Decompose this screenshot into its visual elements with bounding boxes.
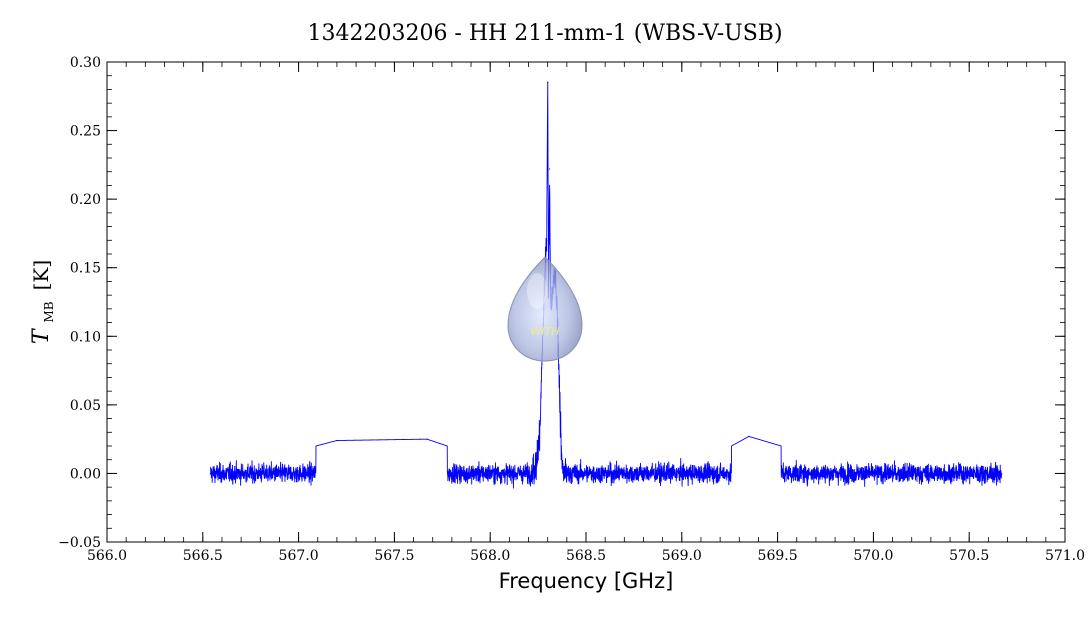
y-tick-label: 0.20 bbox=[70, 192, 101, 208]
data-point bbox=[336, 440, 337, 441]
data-point bbox=[528, 473, 529, 474]
data-point bbox=[546, 240, 547, 241]
y-tick-label: 0.05 bbox=[70, 398, 101, 414]
data-point bbox=[426, 439, 427, 440]
x-tick-label: 567.0 bbox=[279, 548, 319, 564]
data-point bbox=[539, 425, 540, 426]
x-tick-label: 570.5 bbox=[949, 548, 989, 564]
svg-text:T MB [K]: T MB [K] bbox=[29, 260, 59, 344]
data-point bbox=[873, 473, 874, 474]
x-axis: 566.0 566.5 567.0 567.5 568.0 568.5 569.0 569.5… bbox=[87, 62, 1085, 564]
x-tick-label: 568.5 bbox=[566, 548, 606, 564]
y-tick-label: 0.30 bbox=[70, 55, 101, 71]
chart-title: 1342203206 - HH 211-mm-1 (WBS-V-USB) bbox=[307, 21, 782, 46]
y-axis-unit: [K] bbox=[29, 260, 53, 291]
x-axis-label: Frequency [GHz] bbox=[499, 569, 674, 593]
x-tick-label: 566.5 bbox=[183, 548, 223, 564]
x-tick-label: 567.5 bbox=[374, 548, 414, 564]
data-point bbox=[549, 168, 550, 169]
drop-shape bbox=[508, 257, 582, 361]
data-point bbox=[541, 363, 542, 364]
data-point bbox=[748, 436, 749, 437]
y-tick-label: 0.25 bbox=[70, 124, 101, 140]
y-axis-label: T MB [K] bbox=[29, 260, 59, 344]
data-point bbox=[545, 253, 546, 254]
y-axis-subscript: MB bbox=[42, 301, 56, 322]
data-point bbox=[210, 473, 211, 474]
data-point bbox=[562, 473, 563, 474]
herschel-logo: WITH bbox=[508, 257, 582, 361]
x-tick-label: 569.0 bbox=[662, 548, 702, 564]
y-axis-symbol: T bbox=[29, 327, 54, 344]
data-point bbox=[559, 377, 560, 378]
y-tick-label: 0.10 bbox=[70, 329, 101, 345]
x-tick-label: 570.0 bbox=[853, 548, 893, 564]
data-point bbox=[1001, 473, 1002, 474]
y-tick-label: −0.05 bbox=[58, 535, 101, 551]
x-tick-label: 571.0 bbox=[1045, 548, 1085, 564]
data-point bbox=[547, 82, 548, 83]
logo-text: WITH bbox=[530, 325, 559, 338]
data-point bbox=[560, 445, 561, 446]
spectrum-line bbox=[210, 82, 1001, 489]
y-tick-label: 0.00 bbox=[70, 466, 101, 482]
x-tick-label: 568.0 bbox=[470, 548, 510, 564]
series-layer bbox=[210, 82, 1003, 489]
data-point bbox=[536, 466, 537, 467]
x-tick-label: 569.5 bbox=[758, 548, 798, 564]
y-tick-label: 0.15 bbox=[70, 261, 101, 277]
data-point bbox=[681, 473, 682, 474]
